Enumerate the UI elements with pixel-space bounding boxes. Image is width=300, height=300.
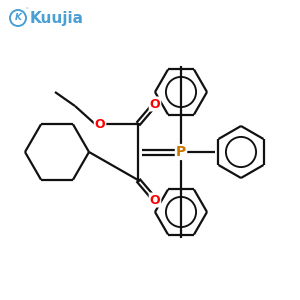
Text: O: O [150, 98, 160, 110]
Text: O: O [150, 194, 160, 206]
Text: P: P [176, 145, 186, 159]
Text: Kuujia: Kuujia [30, 11, 84, 26]
Text: °: ° [25, 8, 28, 13]
Text: K: K [14, 14, 22, 22]
Text: O: O [95, 118, 105, 130]
